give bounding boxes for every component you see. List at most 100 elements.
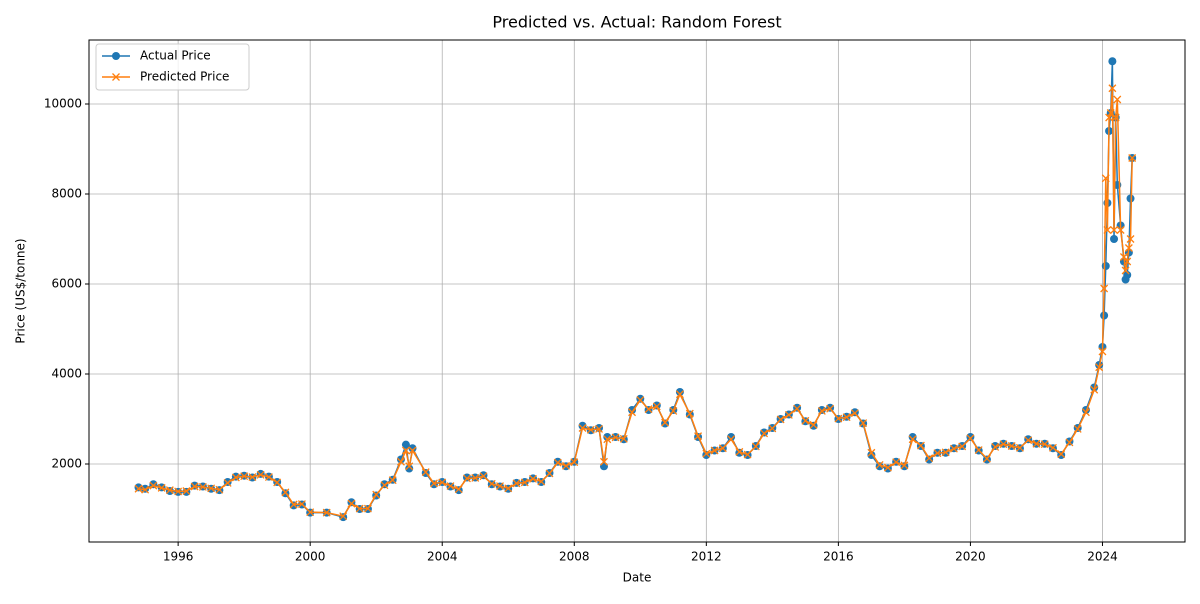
marker [735, 447, 744, 456]
marker [966, 434, 975, 443]
marker [1111, 113, 1120, 122]
marker [974, 446, 983, 455]
marker [817, 406, 826, 415]
marker [941, 448, 950, 457]
marker [611, 433, 620, 442]
marker [372, 490, 381, 499]
marker [1090, 385, 1099, 394]
chart-title: Predicted vs. Actual: Random Forest [492, 13, 781, 32]
marker [198, 483, 207, 491]
marker [776, 415, 785, 424]
marker [207, 484, 216, 493]
marker [999, 440, 1008, 449]
marker [401, 440, 410, 449]
marker [1103, 226, 1112, 234]
marker [760, 429, 769, 438]
marker [112, 73, 120, 81]
marker [520, 478, 529, 487]
marker [727, 435, 736, 444]
marker [991, 442, 1000, 451]
y-axis-label: Price (US$/tonne) [14, 238, 28, 343]
marker [297, 500, 306, 509]
marker [718, 444, 727, 453]
marker [1095, 363, 1104, 372]
x-tick-label: 2004 [427, 550, 458, 564]
x-tick-label: 2020 [955, 550, 986, 564]
marker [496, 482, 504, 491]
y-tick-label: 2000 [51, 457, 82, 471]
marker [1015, 443, 1024, 452]
marker [982, 454, 991, 463]
marker [644, 405, 653, 414]
marker [112, 52, 120, 60]
marker [1126, 194, 1135, 203]
marker [438, 478, 447, 487]
marker [174, 487, 183, 496]
legend-box [95, 43, 250, 91]
marker [165, 486, 174, 495]
marker [248, 473, 257, 482]
marker [916, 441, 925, 450]
marker [1119, 253, 1128, 261]
marker [240, 472, 249, 481]
marker [949, 444, 958, 453]
marker [231, 473, 240, 482]
marker [1108, 84, 1117, 93]
y-tick-label: 6000 [51, 277, 82, 291]
marker [1057, 450, 1066, 459]
marker [1073, 424, 1082, 433]
marker [900, 461, 909, 470]
x-tick-label: 2000 [295, 550, 326, 564]
marker [134, 483, 143, 492]
marker [1032, 439, 1041, 448]
marker [675, 388, 684, 397]
marker [223, 478, 232, 487]
marker [599, 462, 608, 471]
marker [908, 433, 917, 442]
marker [430, 479, 438, 488]
marker [595, 424, 603, 433]
marker [883, 463, 892, 472]
marker [1128, 154, 1137, 162]
marker [1126, 235, 1135, 243]
marker [1121, 266, 1130, 275]
marker [363, 504, 372, 513]
marker [768, 424, 777, 433]
marker [454, 485, 463, 494]
marker [652, 402, 661, 411]
marker [925, 454, 934, 463]
marker [1108, 57, 1117, 66]
marker [636, 394, 645, 403]
marker [636, 396, 645, 405]
marker [603, 435, 612, 444]
marker [471, 474, 480, 482]
marker [1105, 113, 1114, 122]
marker [875, 460, 884, 469]
marker [1116, 226, 1125, 234]
marker [134, 484, 143, 493]
marker [1024, 436, 1033, 445]
marker [1113, 95, 1122, 104]
marker [1101, 262, 1110, 271]
marker [743, 450, 752, 459]
x-tick-label: 2012 [691, 550, 722, 564]
marker [578, 424, 587, 432]
marker [388, 476, 397, 485]
x-tick-label: 2024 [1087, 550, 1118, 564]
marker [487, 479, 496, 488]
marker [562, 461, 570, 470]
marker [727, 433, 736, 442]
marker [553, 458, 562, 467]
marker [600, 457, 608, 466]
plot-frame [88, 39, 1186, 543]
marker [545, 469, 554, 478]
marker [619, 434, 628, 443]
marker [908, 435, 917, 444]
marker [1065, 438, 1074, 447]
marker [1007, 442, 1016, 450]
marker [751, 442, 760, 451]
marker [784, 410, 793, 419]
marker [397, 457, 405, 466]
marker [355, 504, 364, 513]
marker [256, 470, 265, 479]
